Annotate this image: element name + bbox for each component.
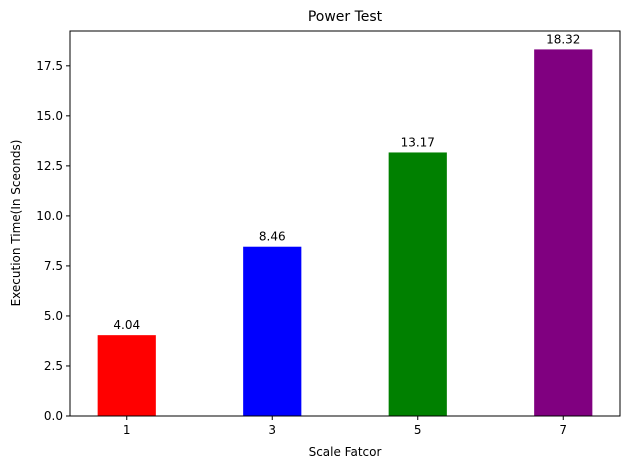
bar-value-label-7: 18.32 bbox=[546, 32, 580, 46]
bar-labels-group: 4.04 8.46 13.17 18.32 bbox=[113, 32, 580, 332]
bar-value-label-5: 13.17 bbox=[401, 135, 435, 149]
bar-5 bbox=[388, 152, 447, 416]
x-tick-label-5: 5 bbox=[414, 423, 422, 437]
x-tick-label-1: 1 bbox=[123, 423, 131, 437]
y-tick-label: 0.0 bbox=[44, 409, 63, 423]
chart-title: Power Test bbox=[308, 9, 383, 25]
y-tick-label: 7.5 bbox=[44, 259, 63, 273]
y-tick-label: 17.5 bbox=[36, 59, 63, 73]
bar-value-label-3: 8.46 bbox=[259, 230, 286, 244]
x-tick-label-3: 3 bbox=[268, 423, 276, 437]
y-tick-label: 2.5 bbox=[44, 359, 63, 373]
y-axis-ticks: 0.0 2.5 5.0 7.5 10.0 12.5 15.0 17.5 bbox=[36, 59, 70, 423]
y-axis-label: Execution Time(In Sceonds) bbox=[9, 140, 23, 307]
y-tick-label: 12.5 bbox=[36, 159, 63, 173]
y-tick-label: 10.0 bbox=[36, 209, 63, 223]
plot-frame bbox=[69, 30, 621, 417]
x-axis-label: Scale Fatcor bbox=[309, 445, 382, 459]
bar-7 bbox=[534, 49, 593, 416]
x-axis-ticks: 1 3 5 7 bbox=[123, 416, 567, 437]
bars-group bbox=[97, 49, 593, 416]
x-tick-label-7: 7 bbox=[559, 423, 567, 437]
y-tick-label: 5.0 bbox=[44, 309, 63, 323]
bar-3 bbox=[243, 246, 302, 416]
bar-1 bbox=[97, 335, 156, 416]
bar-value-label-1: 4.04 bbox=[113, 318, 140, 332]
y-tick-label: 15.0 bbox=[36, 109, 63, 123]
